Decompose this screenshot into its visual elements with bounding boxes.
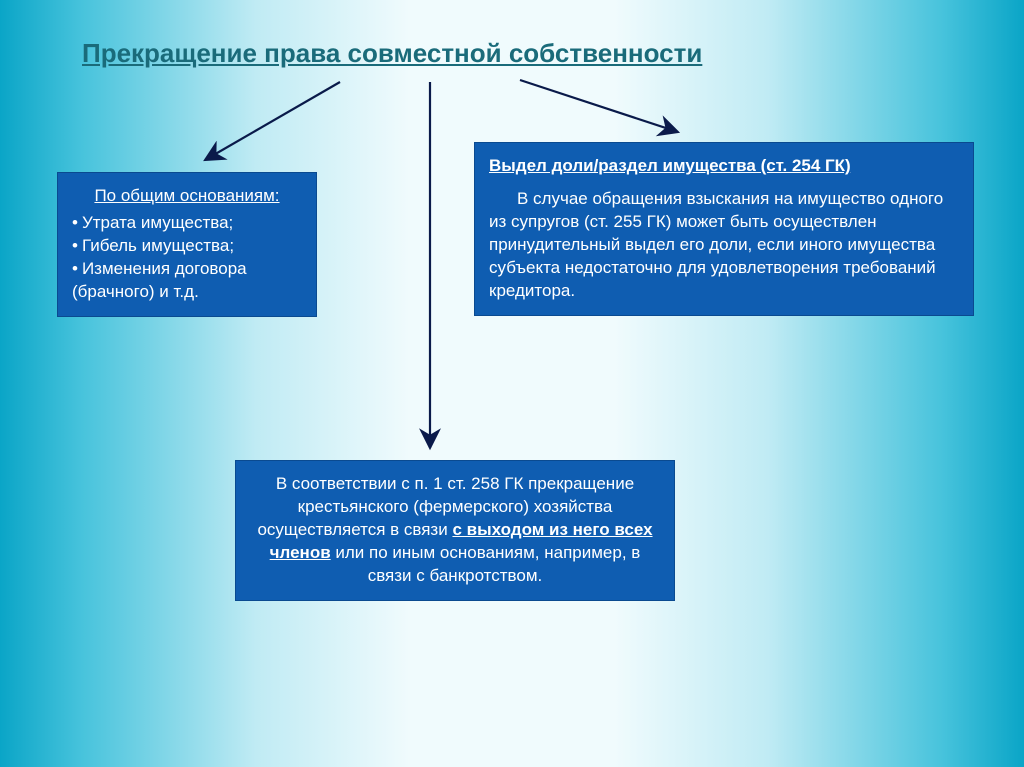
box-right-header: Выдел доли/раздел имущества (ст. 254 ГК) bbox=[489, 156, 851, 175]
box-kfh-termination: В соответствии с п. 1 ст. 258 ГК прекращ… bbox=[235, 460, 675, 601]
box-general-grounds: По общим основаниям: Утрата имущества;Ги… bbox=[57, 172, 317, 317]
box-left-items: Утрата имущества;Гибель имущества;Измене… bbox=[72, 212, 302, 304]
box-bottom-post: или по иным основаниям, например, в связ… bbox=[331, 543, 641, 585]
diagram-title: Прекращение права совместной собственнос… bbox=[82, 38, 702, 69]
box-left-item: Изменения договора (брачного) и т.д. bbox=[72, 258, 302, 304]
connector-arrows bbox=[0, 0, 1024, 767]
box-right-body: В случае обращения взыскания на имуществ… bbox=[489, 188, 959, 303]
box-left-header: По общим основаниям: bbox=[72, 185, 302, 208]
box-left-item: Утрата имущества; bbox=[72, 212, 302, 235]
box-left-item: Гибель имущества; bbox=[72, 235, 302, 258]
box-share-division: Выдел доли/раздел имущества (ст. 254 ГК)… bbox=[474, 142, 974, 316]
